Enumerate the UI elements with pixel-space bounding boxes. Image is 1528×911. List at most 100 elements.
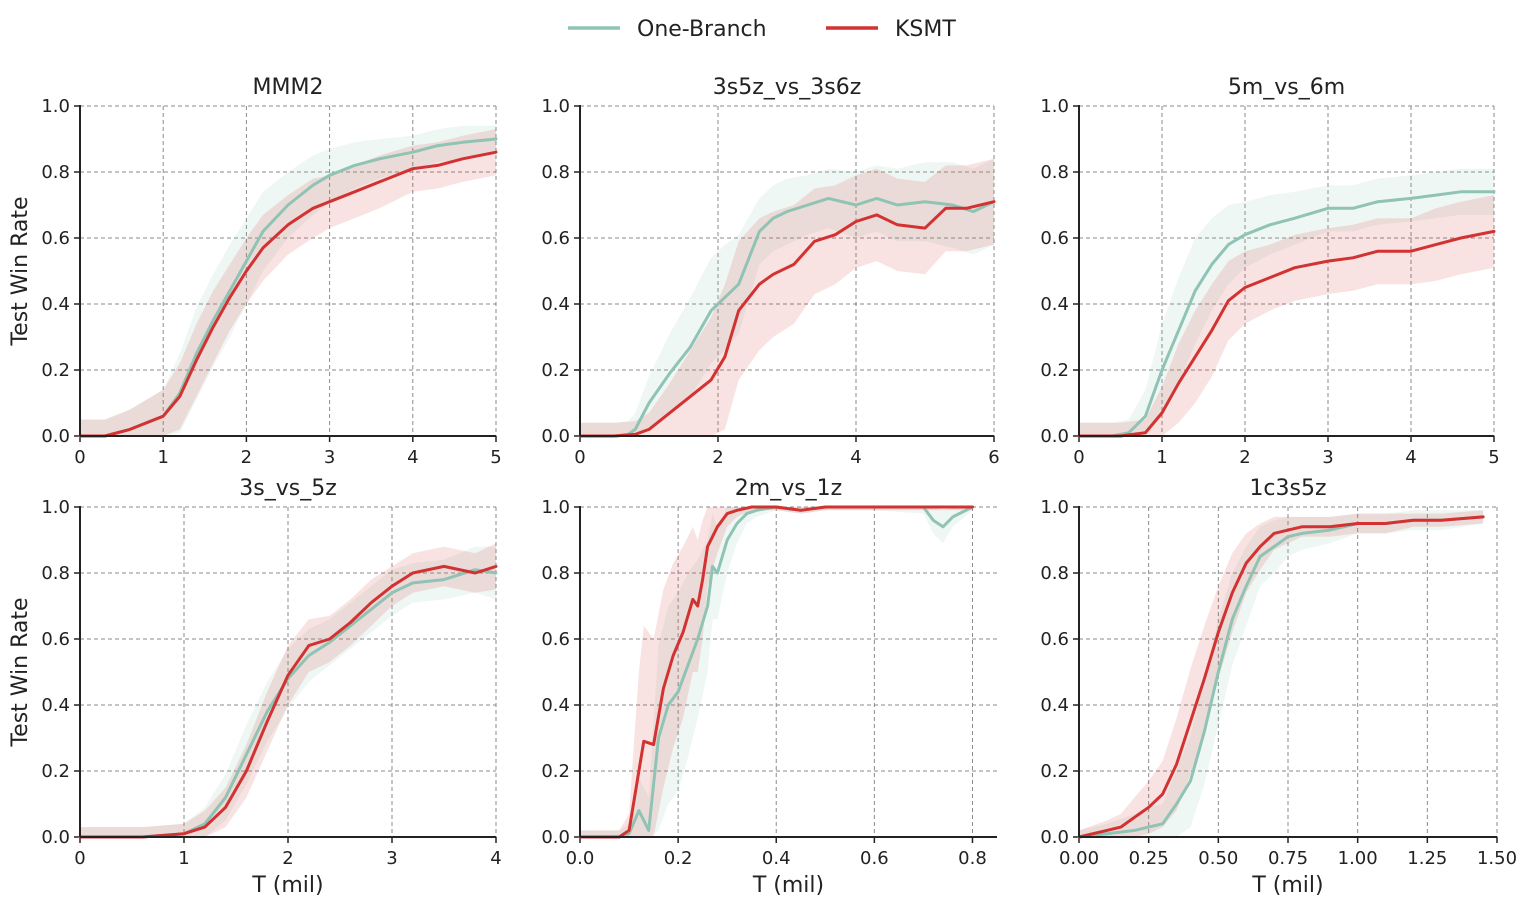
y-axis-label: Test Win Rate xyxy=(8,597,33,747)
series-line-one-branch xyxy=(1077,515,1485,839)
y-tick-label: 0.6 xyxy=(41,228,70,249)
legend-label-ksmt: KSMT xyxy=(895,17,956,42)
x-axis-label: T (mil) xyxy=(251,873,323,898)
x-tick-label: 3 xyxy=(386,848,397,869)
x-tick-label: 0 xyxy=(74,447,85,468)
band-ksmt xyxy=(80,129,496,436)
confidence-bands xyxy=(1079,510,1484,837)
y-tick-label: 0.8 xyxy=(541,162,570,183)
x-tick-label: 0.50 xyxy=(1198,848,1238,869)
series-lines xyxy=(578,505,974,839)
x-tick-label: 0 xyxy=(574,447,585,468)
x-tick-label: 4 xyxy=(1405,447,1416,468)
band-ksmt xyxy=(80,543,496,837)
x-tick-label: 4 xyxy=(850,447,861,468)
y-tick-label: 0.0 xyxy=(541,827,570,848)
panel-title: 5m_vs_6m xyxy=(1228,75,1345,100)
x-tick-label: 1.50 xyxy=(1477,848,1517,869)
x-tick-label: 0 xyxy=(74,848,85,869)
series-line-one-branch xyxy=(1077,190,1496,438)
series-lines xyxy=(578,196,996,438)
y-tick-label: 0.4 xyxy=(541,695,570,716)
panel-title: 1c3s5z xyxy=(1249,476,1326,501)
x-tick-label: 4 xyxy=(490,848,501,869)
panel-title: 3s5z_vs_3s6z xyxy=(713,75,862,100)
series-line-ksmt xyxy=(78,150,498,438)
panel-title: 3s_vs_5z xyxy=(239,476,337,501)
y-tick-label: 0.8 xyxy=(541,563,570,584)
series-lines xyxy=(78,564,498,839)
y-tick-label: 0.8 xyxy=(1040,162,1069,183)
x-tick-label: 2 xyxy=(282,848,293,869)
panel-1: 0 1 2 3 4 5 0.0 0.2 0.4 0.6 0.8 1.0 MMM2 Test Win Rat… xyxy=(8,75,502,468)
x-tick-label: 1 xyxy=(1156,447,1167,468)
panel-6: 0.00 0.25 0.50 0.75 1.00 1.25 1.50 0.0 0.2 0.4 0.6… xyxy=(1040,476,1517,898)
y-tick-label: 0.4 xyxy=(1040,294,1069,315)
y-tick-label: 0.2 xyxy=(1040,761,1069,782)
confidence-bands xyxy=(1079,168,1494,436)
series-line-ksmt xyxy=(78,564,498,839)
y-tick-label: 1.0 xyxy=(41,96,70,117)
y-tick-label: 0.2 xyxy=(541,360,570,381)
band-one-branch xyxy=(1079,510,1484,837)
x-tick-label: 0.6 xyxy=(860,848,889,869)
y-tick-label: 0.6 xyxy=(541,228,570,249)
y-tick-label: 0.6 xyxy=(1040,228,1069,249)
y-tick-label: 1.0 xyxy=(541,497,570,518)
band-one-branch xyxy=(80,125,496,437)
y-tick-label: 0.2 xyxy=(1040,360,1069,381)
x-tick-label: 0.8 xyxy=(958,848,987,869)
x-tick-label: 0.00 xyxy=(1059,848,1099,869)
panel-3: 0 1 2 3 4 5 0.0 0.2 0.4 0.6 0.8 1.0 5m_vs_6m xyxy=(1040,75,1499,468)
y-tick-label: 0.0 xyxy=(1040,426,1069,447)
x-axis-label: T (mil) xyxy=(752,873,824,898)
x-tick-label: 1 xyxy=(157,447,168,468)
y-tick-label: 1.0 xyxy=(541,96,570,117)
x-tick-label: 1.25 xyxy=(1407,848,1447,869)
y-tick-label: 1.0 xyxy=(1040,96,1069,117)
band-one-branch xyxy=(80,546,496,837)
legend: One-Branch KSMT xyxy=(568,17,956,42)
x-axis-label: T (mil) xyxy=(1251,873,1323,898)
x-tick-label: 0.2 xyxy=(664,848,693,869)
series-line-ksmt xyxy=(578,200,996,438)
y-tick-label: 0.2 xyxy=(41,360,70,381)
x-tick-label: 1 xyxy=(178,848,189,869)
series-line-one-branch xyxy=(578,196,996,438)
x-tick-label: 4 xyxy=(407,447,418,468)
x-tick-label: 3 xyxy=(1322,447,1333,468)
x-tick-label: 3 xyxy=(324,447,335,468)
series-line-ksmt xyxy=(1077,515,1485,839)
y-tick-label: 1.0 xyxy=(1040,497,1069,518)
band-one-branch xyxy=(580,507,973,837)
y-tick-label: 0.8 xyxy=(1040,563,1069,584)
x-tick-label: 6 xyxy=(988,447,999,468)
x-tick-label: 1.00 xyxy=(1338,848,1378,869)
y-tick-label: 0.4 xyxy=(41,695,70,716)
x-tick-label: 0.25 xyxy=(1129,848,1169,869)
panel-4: 0 1 2 3 4 0.0 0.2 0.4 0.6 0.8 1.0 3s_vs_5z T (mil) Te… xyxy=(8,476,502,898)
series-lines xyxy=(78,137,498,438)
x-tick-label: 0.75 xyxy=(1268,848,1308,869)
band-ksmt xyxy=(580,507,973,837)
panel-2: 0 2 4 6 0.0 0.2 0.4 0.6 0.8 1.0 3s5z_vs_3s6z xyxy=(541,75,999,468)
y-tick-label: 0.4 xyxy=(541,294,570,315)
band-ksmt xyxy=(580,158,994,437)
y-tick-label: 0.6 xyxy=(41,629,70,650)
confidence-bands xyxy=(580,507,973,837)
y-tick-label: 0.0 xyxy=(41,426,70,447)
band-one-branch xyxy=(580,158,994,437)
y-tick-label: 0.6 xyxy=(541,629,570,650)
band-one-branch xyxy=(1079,168,1494,436)
y-tick-label: 0.4 xyxy=(41,294,70,315)
x-tick-label: 2 xyxy=(712,447,723,468)
x-tick-label: 5 xyxy=(490,447,501,468)
y-tick-label: 0.8 xyxy=(41,162,70,183)
y-tick-label: 0.8 xyxy=(41,563,70,584)
legend-label-one-branch: One-Branch xyxy=(637,17,767,42)
x-tick-label: 0.0 xyxy=(566,848,595,869)
series-line-ksmt xyxy=(578,505,974,839)
confidence-bands xyxy=(80,125,496,437)
y-tick-label: 0.0 xyxy=(1040,827,1069,848)
